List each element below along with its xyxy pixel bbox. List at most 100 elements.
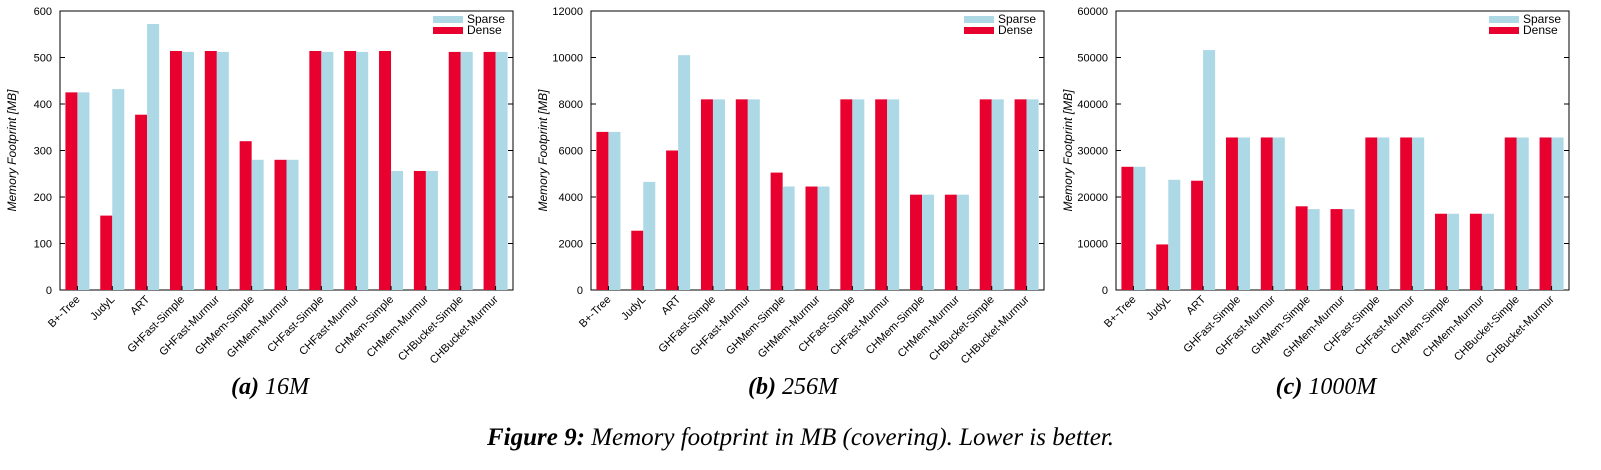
x-tick-label: CHFast-Murmur [828,293,892,357]
x-tick-label: B+-Tree [577,294,614,331]
x-tick-label: ART [659,293,683,317]
subcaption-1000m: (c) 1000M [1176,374,1476,401]
x-tick-label: JudyL [88,294,117,323]
bar-sparse-chmem-simple [922,194,935,290]
x-tick-label: CHBucket-Simple [927,294,997,364]
bar-dense-chfast-simple [840,99,853,290]
bar-sparse-b-tree [608,131,621,290]
figure-caption-text: Memory footprint in MB (covering). Lower… [584,424,1115,451]
bar-sparse-chmem-murmur [1481,213,1494,290]
bar-dense-ghfast-simple [700,99,713,290]
bar-dense-ghmem-simple [770,172,783,290]
x-tick-label: CHMem-Murmur [1421,293,1488,360]
subcaption-text: 16M [264,374,309,400]
y-tick-label: 40000 [1077,99,1108,111]
bar-sparse-chmem-murmur [425,170,438,290]
y-tick-label: 4000 [559,192,583,204]
bar-dense-ghfast-murmur [735,99,748,290]
y-tick-label: 10000 [552,53,583,65]
y-tick-label: 30000 [1077,146,1108,158]
bar-sparse-chbucket-murmur [1026,99,1039,290]
bar-dense-art [666,150,679,290]
legend-swatch-sparse [433,16,463,23]
bar-sparse-ghmem-murmur [286,159,299,290]
bar-dense-ghfast-murmur [204,50,217,290]
bar-sparse-chfast-murmur [1412,137,1425,290]
x-tick-label: ART [1184,293,1208,317]
legend-swatch-sparse [964,16,994,23]
bar-dense-chbucket-simple [979,99,992,290]
bar-sparse-ghmem-simple [1307,209,1320,290]
bar-dense-chmem-simple [910,194,923,290]
bar-sparse-chmem-murmur [956,194,969,290]
bar-dense-judyl [631,230,644,290]
y-tick-label: 500 [34,53,52,65]
y-tick-label: 12000 [552,6,583,18]
bar-dense-chbucket-simple [448,51,461,290]
subcaption-text: 256M [781,374,838,400]
bar-dense-art [135,114,148,290]
bar-sparse-chfast-murmur [356,51,369,290]
bar-dense-judyl [1156,244,1169,290]
bar-dense-ghmem-murmur [1330,209,1343,290]
bar-dense-chmem-simple [1435,213,1448,290]
bar-dense-chbucket-simple [1504,137,1517,290]
y-tick-label: 10000 [1077,239,1108,251]
y-tick-label: 0 [46,285,52,297]
bar-sparse-chbucket-simple [460,51,473,290]
bar-sparse-chbucket-murmur [1551,137,1564,290]
y-axis-label: Memory Footprint [MB] [5,89,19,212]
bar-dense-b-tree [65,92,78,290]
bar-chart-16m: 0 100 200 300 400 500 600 Memory Footprint [MB]… [5,6,514,367]
y-tick-label: 300 [34,146,52,158]
bar-dense-ghfast-murmur [1260,137,1273,290]
bar-dense-ghmem-simple [1295,206,1308,290]
bar-chart-1000m: 0 10000 20000 30000 40000 50000 60000 Memory Fo… [1061,6,1570,367]
x-tick-label: B+-Tree [46,294,83,331]
y-axis-label: Memory Footprint [MB] [536,89,550,212]
legend-swatch-dense [1489,27,1519,34]
bar-dense-art [1191,180,1204,290]
bar-dense-ghmem-simple [239,141,252,290]
bar-dense-ghmem-murmur [805,186,818,290]
bar-sparse-chfast-simple [321,51,334,290]
bar-dense-chmem-murmur [413,170,426,290]
subcaption-label: (b) [748,374,776,400]
y-tick-label: 8000 [559,99,583,111]
bar-dense-chfast-murmur [344,50,357,290]
x-tick-label: CHMem-Murmur [896,293,963,360]
bar-dense-chfast-murmur [875,99,888,290]
bar-sparse-chfast-simple [1377,137,1390,290]
x-tick-label: GHMem-Murmur [756,293,823,360]
bar-sparse-ghfast-simple [1237,137,1250,290]
x-tick-label: GHFast-Murmur [688,293,753,358]
bar-sparse-ghfast-murmur [216,51,229,290]
x-tick-label: CHBucket-Murmur [1484,293,1557,366]
x-tick-label: JudyL [1144,294,1173,323]
subcaption-256m: (b) 256M [643,374,943,401]
chart-panel-1000m: 0 10000 20000 30000 40000 50000 60000 Memory Fo… [1056,0,1596,410]
legend-label-dense: Dense [998,23,1033,37]
bar-dense-judyl [100,215,113,290]
bar-sparse-chbucket-simple [1516,137,1529,290]
y-tick-label: 0 [1102,285,1108,297]
bar-dense-chbucket-murmur [483,51,496,290]
x-tick-label: GHMem-Murmur [225,293,292,360]
y-tick-label: 600 [34,6,52,18]
y-tick-label: 50000 [1077,53,1108,65]
bar-sparse-chmem-simple [391,170,404,290]
y-tick-label: 20000 [1077,192,1108,204]
bar-sparse-art [678,55,691,290]
bar-sparse-chfast-simple [852,99,865,290]
x-tick-label: CHBucket-Murmur [959,293,1032,366]
bar-dense-ghfast-simple [1225,137,1238,290]
legend-label-dense: Dense [1523,23,1558,37]
bar-sparse-chmem-simple [1447,213,1460,290]
bar-sparse-ghmem-murmur [817,186,830,290]
x-tick-label: CHBucket-Murmur [428,293,501,366]
bar-sparse-b-tree [1133,166,1146,290]
chart-panel-256m: 0 2000 4000 6000 8000 10000 12000 Memory Footpr… [528,0,1068,410]
legend-swatch-dense [964,27,994,34]
y-tick-label: 200 [34,192,52,204]
bar-dense-chfast-simple [309,50,322,290]
